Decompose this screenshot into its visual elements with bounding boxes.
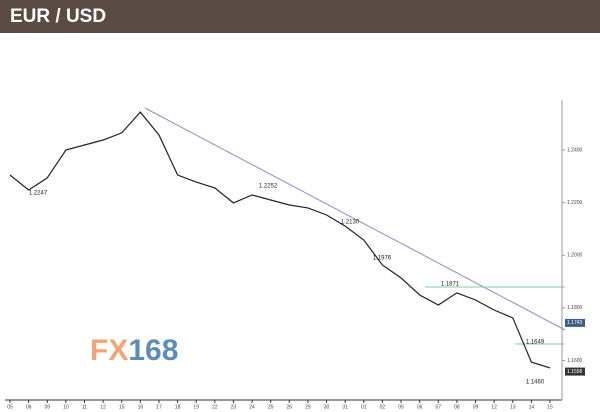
annotation: 1.2247 — [29, 191, 48, 197]
x-tick-label: 05 — [398, 404, 404, 410]
x-tick-label: 08 — [454, 404, 460, 410]
x-tick-label: 15 — [547, 404, 553, 410]
x-tick-label: 26 — [287, 404, 293, 410]
annotation: 1.1976 — [373, 256, 392, 262]
price-line — [9, 111, 551, 369]
x-tick-label: 16 — [138, 404, 144, 410]
x-tick-label: 14 — [529, 404, 535, 410]
price-tag — [565, 367, 585, 376]
trend-line — [144, 107, 566, 331]
x-tick-label: 23 — [231, 404, 237, 410]
watermark-part: FX — [90, 334, 128, 367]
header-bar — [0, 0, 600, 33]
y-tick-label: 1.2400 — [567, 147, 583, 153]
price-tag-label: 1.1558 — [567, 369, 583, 375]
annotation: 1.2130 — [341, 220, 360, 226]
x-tick-label: 29 — [305, 404, 311, 410]
x-tick-label: 31 — [342, 404, 348, 410]
x-tick-label: 15 — [119, 404, 125, 410]
x-tick-label: 18 — [175, 404, 181, 410]
x-tick-label: 11 — [82, 404, 87, 410]
annotation: 1.1460 — [526, 380, 545, 386]
price-tag-label: 1.1743 — [567, 320, 583, 326]
watermark: FX168 — [90, 334, 178, 367]
x-tick-label: 02 — [380, 404, 386, 410]
x-tick-label: 09 — [44, 404, 50, 410]
x-tick-label: 22 — [212, 404, 218, 410]
watermark-part: 168 — [128, 334, 178, 367]
x-tick-label: 13 — [510, 404, 516, 410]
x-tick-label: 09 — [473, 404, 479, 410]
x-tick-label: 01 — [361, 404, 367, 410]
y-tick-label: 1.1800 — [567, 305, 583, 311]
x-tick-label: 06 — [417, 404, 423, 410]
x-tick-label: 05 — [7, 404, 13, 410]
x-tick-label: 25 — [268, 404, 274, 410]
annotation: 1.1871 — [441, 282, 460, 288]
x-tick-label: 30 — [324, 404, 330, 410]
x-tick-label: 12 — [100, 404, 106, 410]
y-tick-label: 1.2000 — [567, 253, 583, 259]
x-tick-label: 06 — [26, 404, 32, 410]
price-tag — [565, 318, 585, 327]
annotation: 1.1649 — [526, 340, 545, 346]
chart-title: EUR / USD — [10, 6, 106, 27]
y-tick-label: 1.1600 — [567, 358, 583, 364]
x-tick-label: 19 — [193, 404, 199, 410]
x-tick-label: 17 — [156, 404, 162, 410]
x-tick-label: 24 — [249, 404, 255, 410]
x-tick-label: 12 — [491, 404, 497, 410]
x-tick-label: 10 — [63, 404, 69, 410]
x-tick-label: 07 — [435, 404, 441, 410]
annotation: 1.2252 — [259, 184, 278, 190]
y-tick-label: 1.2200 — [567, 200, 583, 206]
